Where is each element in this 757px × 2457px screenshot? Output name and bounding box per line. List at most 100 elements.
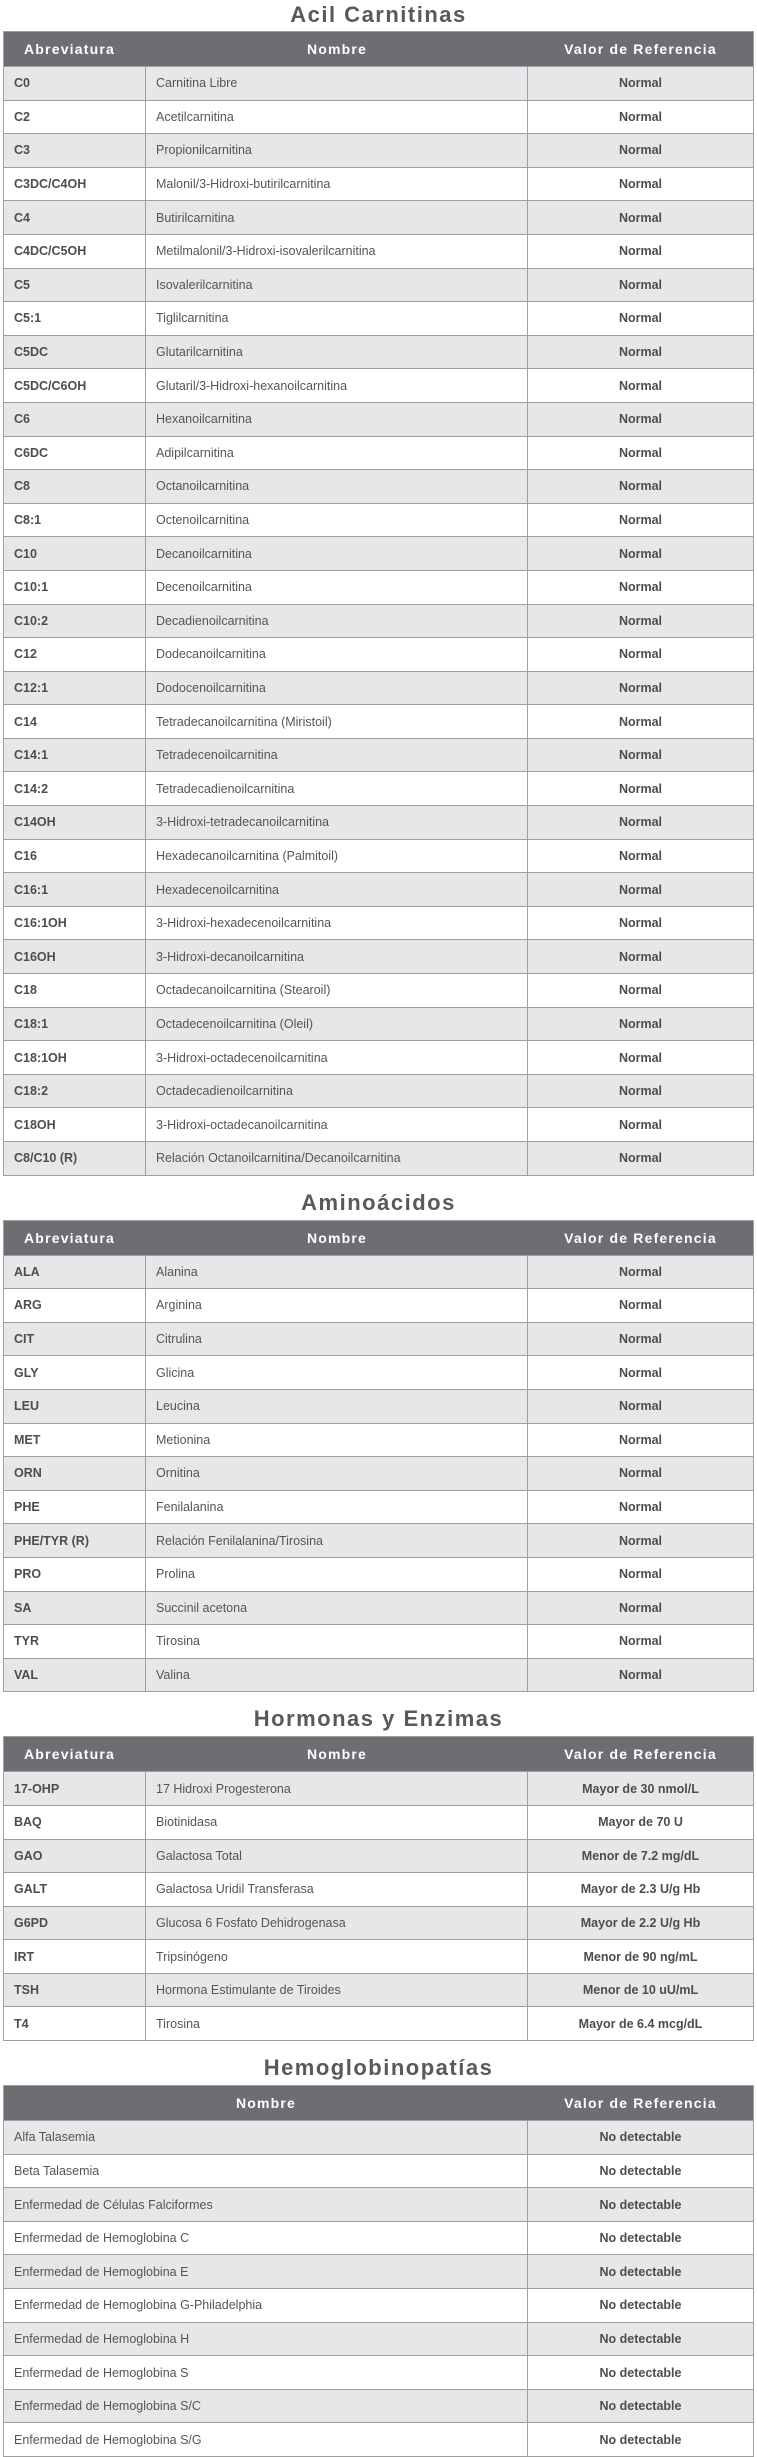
aminoacidos-header: Abreviatura Nombre Valor de Referencia (4, 1220, 753, 1255)
name-cell: Valina (146, 1658, 528, 1692)
name-cell: Malonil/3-Hidroxi-butirilcarnitina (146, 167, 528, 201)
name-cell: Isovalerilcarnitina (146, 268, 528, 302)
abbreviation-cell: C14 (4, 705, 146, 738)
name-cell: Octanoilcarnitina (146, 470, 528, 503)
reference-value-cell: Normal (618, 412, 663, 427)
table-row: PHE Fenilalanina Normal (4, 1489, 753, 1524)
header-abreviatura: Abreviatura (24, 1746, 116, 1763)
name-cell: Biotinidasa (146, 1805, 528, 1839)
name-cell: Enfermedad de Hemoglobina S/C (4, 2389, 528, 2423)
abbreviation-cell: C12:1 (4, 671, 146, 705)
abbreviation-cell: BAQ (4, 1805, 146, 1839)
abbreviation-cell: C14:2 (4, 772, 146, 806)
reference-value-cell: Normal (618, 1600, 663, 1615)
abbreviation-cell: C16:1 (4, 873, 146, 906)
abbreviation-cell: C16:1OH (4, 906, 146, 940)
reference-value-cell: Normal (618, 1298, 663, 1313)
table-row: C8:1 Octenoilcarnitina Normal (4, 502, 753, 537)
name-cell: Octenoilcarnitina (146, 503, 528, 537)
table-row: SA Succinil acetona Normal (4, 1590, 753, 1625)
table-row: C18:1 Octadecenoilcarnitina (Oleil) Normal (4, 1006, 753, 1041)
reference-value-cell: No detectable (599, 2365, 682, 2380)
reference-value-cell: Normal (618, 1264, 663, 1279)
table-row: ARG Arginina Normal (4, 1288, 753, 1322)
hormonas-y-enzimas-table: Abreviatura Nombre Valor de Referencia 17-O… (3, 1736, 754, 2042)
reference-value-cell: Normal (618, 109, 663, 124)
name-cell: 3-Hidroxi-octadecenoilcarnitina (146, 1041, 528, 1074)
name-cell: Decanoilcarnitina (146, 537, 528, 570)
abbreviation-cell: VAL (4, 1658, 146, 1692)
hemoglobinopatias-header: Nombre Valor de Referencia (4, 2086, 753, 2121)
name-cell: Glutarilcarnitina (146, 335, 528, 369)
name-cell: Dodocenoilcarnitina (146, 671, 528, 705)
reference-value-cell: No detectable (599, 2231, 682, 2246)
reference-value-cell: Normal (618, 1432, 663, 1447)
reference-value-cell: No detectable (599, 2197, 682, 2212)
name-cell: Propionilcarnitina (146, 134, 528, 167)
acil-carnitinas-header: Abreviatura Nombre Valor de Referencia (4, 32, 753, 66)
table-row: C14 Tetradecanoilcarnitina (Miristoil) Nor… (4, 704, 753, 738)
table-row: C16OH 3-Hidroxi-decanoilcarnitina Normal (4, 939, 753, 974)
reference-value-cell: Normal (618, 311, 663, 326)
abbreviation-cell: C10:2 (4, 604, 146, 638)
name-cell: Acetilcarnitina (146, 100, 528, 134)
table-row: Enfermedad de Hemoglobina S No detectable (4, 2355, 753, 2389)
reference-value-cell: No detectable (599, 2130, 682, 2145)
name-cell: Octadecanoilcarnitina (Stearoil) (146, 974, 528, 1007)
name-cell: Alanina (146, 1255, 528, 1289)
table-row: IRT Tripsinógeno Menor de 90 ng/mL (4, 1939, 753, 1973)
name-cell: Glucosa 6 Fosfato Dehidrogenasa (146, 1906, 528, 1940)
abbreviation-cell: G6PD (4, 1906, 146, 1940)
table-row: C0 Carnitina Libre Normal (4, 66, 753, 100)
table-row: Alfa Talasemia No detectable (4, 2120, 753, 2154)
abbreviation-cell: C18 (4, 974, 146, 1007)
table-row: C10:2 Decadienoilcarnitina Normal (4, 603, 753, 638)
reference-value-cell: No detectable (599, 2432, 682, 2447)
abbreviation-cell: PHE/TYR (R) (4, 1524, 146, 1557)
reference-value-cell: Normal (618, 277, 663, 292)
name-cell: Tiglilcarnitina (146, 302, 528, 335)
abbreviation-cell: 17-OHP (4, 1772, 146, 1805)
reference-value-cell: Normal (618, 1567, 663, 1582)
abbreviation-cell: CIT (4, 1322, 146, 1356)
reference-value-cell: Normal (618, 1500, 663, 1515)
reference-value-cell: Normal (618, 815, 663, 830)
table-row: C8 Octanoilcarnitina Normal (4, 469, 753, 503)
header-abreviatura: Abreviatura (24, 1229, 116, 1246)
name-cell: Hexadecenoilcarnitina (146, 873, 528, 906)
table-row: C10 Decanoilcarnitina Normal (4, 536, 753, 570)
table-row: C8/C10 (R) Relación Octanoilcarnitina/Dec… (4, 1141, 753, 1175)
hormonas-y-enzimas-body: 17-OHP 17 Hidroxi Progesterona Mayor de 30… (4, 1771, 753, 2041)
reference-value-cell: Normal (618, 1668, 663, 1683)
reference-value-cell: Normal (618, 1533, 663, 1548)
reference-value-cell: Normal (618, 580, 663, 595)
reference-value-cell: Normal (618, 546, 663, 561)
abbreviation-cell: LEU (4, 1389, 146, 1423)
abbreviation-cell: PRO (4, 1557, 146, 1591)
table-row: CIT Citrulina Normal (4, 1321, 753, 1356)
header-valor-referencia: Valor de Referencia (564, 2095, 717, 2112)
name-cell: Enfermedad de Hemoglobina G-Philadelphia (4, 2289, 528, 2322)
reference-value-cell: Normal (618, 848, 663, 863)
name-cell: Metionina (146, 1423, 528, 1457)
table-row: GLY Glicina Normal (4, 1355, 753, 1389)
abbreviation-cell: PHE (4, 1490, 146, 1524)
header-nombre: Nombre (235, 2095, 297, 2112)
header-nombre: Nombre (306, 1229, 368, 1246)
name-cell: Hexadecanoilcarnitina (Palmitoil) (146, 839, 528, 873)
reference-value-cell: Normal (618, 1084, 663, 1099)
table-row: PHE/TYR (R) Relación Fenilalanina/Tirosin… (4, 1523, 753, 1557)
name-cell: Butirilcarnitina (146, 201, 528, 234)
table-row: C18OH 3-Hidroxi-octadecanoilcarnitina Norm… (4, 1107, 753, 1141)
reference-value-cell: Normal (618, 1634, 663, 1649)
name-cell: Beta Talasemia (4, 2154, 528, 2188)
table-row: ALA Alanina Normal (4, 1254, 753, 1289)
abbreviation-cell: C3 (4, 134, 146, 167)
name-cell: Enfermedad de Hemoglobina C (4, 2221, 528, 2255)
reference-value-cell: No detectable (599, 2163, 682, 2178)
name-cell: 3-Hidroxi-tetradecanoilcarnitina (146, 806, 528, 839)
name-cell: Adipilcarnitina (146, 436, 528, 470)
abbreviation-cell: GAO (4, 1839, 146, 1873)
table-row: Enfermedad de Hemoglobina G-Philadelphia… (4, 2288, 753, 2322)
reference-value-cell: Normal (618, 680, 663, 695)
